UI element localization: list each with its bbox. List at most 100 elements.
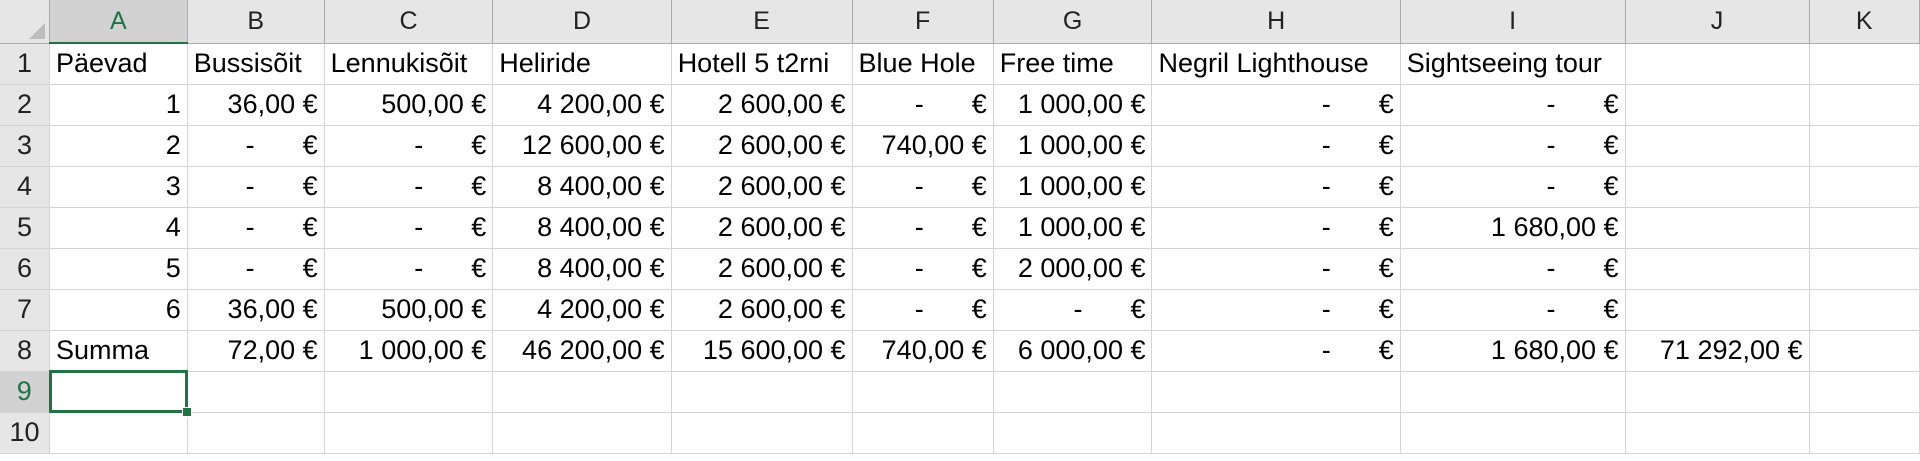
cell-f7[interactable]: - € (852, 289, 994, 331)
cell-c9[interactable] (324, 371, 494, 413)
cell-d5[interactable]: 8 400,00 € (492, 207, 672, 249)
cell-j5[interactable] (1625, 207, 1810, 249)
cell-g4[interactable]: 1 000,00 € (993, 166, 1153, 208)
cell-j6[interactable] (1625, 248, 1810, 290)
cell-i4[interactable]: - € (1400, 166, 1626, 208)
cell-h1[interactable]: Negril Lighthouse (1151, 43, 1401, 85)
cell-j2[interactable] (1625, 84, 1810, 126)
cell-h4[interactable]: - € (1151, 166, 1401, 208)
cell-e10[interactable] (671, 412, 853, 454)
cell-d2[interactable]: 4 200,00 € (492, 84, 672, 126)
cell-j8[interactable]: 71 292,00 € (1625, 330, 1810, 372)
cell-c1[interactable]: Lennukisõit (324, 43, 494, 85)
cell-f6[interactable]: - € (852, 248, 994, 290)
cell-k4[interactable] (1809, 166, 1920, 208)
column-header-j[interactable]: J (1625, 0, 1810, 44)
column-header-k[interactable]: K (1809, 0, 1920, 44)
cell-b6[interactable]: - € (187, 248, 325, 290)
cell-h6[interactable]: - € (1151, 248, 1401, 290)
column-header-a[interactable]: A (49, 0, 188, 44)
cell-c6[interactable]: - € (324, 248, 494, 290)
cell-f10[interactable] (852, 412, 994, 454)
row-header-5[interactable]: 5 (0, 207, 50, 249)
column-header-c[interactable]: C (324, 0, 494, 44)
cell-g2[interactable]: 1 000,00 € (993, 84, 1153, 126)
cell-g9[interactable] (993, 371, 1153, 413)
cell-j9[interactable] (1625, 371, 1810, 413)
cell-g1[interactable]: Free time (993, 43, 1153, 85)
row-header-6[interactable]: 6 (0, 248, 50, 290)
cell-f3[interactable]: 740,00 € (852, 125, 994, 167)
cell-h10[interactable] (1151, 412, 1401, 454)
row-header-7[interactable]: 7 (0, 289, 50, 331)
cell-g5[interactable]: 1 000,00 € (993, 207, 1153, 249)
cell-a5[interactable]: 4 (49, 207, 188, 249)
cell-b3[interactable]: - € (187, 125, 325, 167)
cell-a1[interactable]: Päevad (49, 43, 188, 85)
cell-b9[interactable] (187, 371, 325, 413)
cell-j3[interactable] (1625, 125, 1810, 167)
cell-c4[interactable]: - € (324, 166, 494, 208)
cell-h8[interactable]: - € (1151, 330, 1401, 372)
row-header-4[interactable]: 4 (0, 166, 50, 208)
cell-a8[interactable]: Summa (49, 330, 188, 372)
cell-c2[interactable]: 500,00 € (324, 84, 494, 126)
cell-h5[interactable]: - € (1151, 207, 1401, 249)
cell-i6[interactable]: - € (1400, 248, 1626, 290)
cell-b10[interactable] (187, 412, 325, 454)
cell-e2[interactable]: 2 600,00 € (671, 84, 853, 126)
row-header-2[interactable]: 2 (0, 84, 50, 126)
cell-d10[interactable] (492, 412, 672, 454)
cell-k7[interactable] (1809, 289, 1920, 331)
fill-handle[interactable] (181, 406, 192, 417)
cell-h9[interactable] (1151, 371, 1401, 413)
cell-j7[interactable] (1625, 289, 1810, 331)
cell-b4[interactable]: - € (187, 166, 325, 208)
cell-f2[interactable]: - € (852, 84, 994, 126)
cell-a10[interactable] (49, 412, 188, 454)
column-header-b[interactable]: B (187, 0, 325, 44)
cell-g3[interactable]: 1 000,00 € (993, 125, 1153, 167)
cell-j10[interactable] (1625, 412, 1810, 454)
cell-d9[interactable] (492, 371, 672, 413)
cell-i3[interactable]: - € (1400, 125, 1626, 167)
cell-e1[interactable]: Hotell 5 t2rni (671, 43, 853, 85)
cell-a7[interactable]: 6 (49, 289, 188, 331)
cell-c10[interactable] (324, 412, 494, 454)
row-header-3[interactable]: 3 (0, 125, 50, 167)
cell-k6[interactable] (1809, 248, 1920, 290)
cell-k3[interactable] (1809, 125, 1920, 167)
cell-i7[interactable]: - € (1400, 289, 1626, 331)
column-header-f[interactable]: F (852, 0, 994, 44)
cell-k9[interactable] (1809, 371, 1920, 413)
cell-h7[interactable]: - € (1151, 289, 1401, 331)
cell-c8[interactable]: 1 000,00 € (324, 330, 494, 372)
cell-k2[interactable] (1809, 84, 1920, 126)
cell-k5[interactable] (1809, 207, 1920, 249)
cell-c7[interactable]: 500,00 € (324, 289, 494, 331)
cell-b2[interactable]: 36,00 € (187, 84, 325, 126)
cell-k8[interactable] (1809, 330, 1920, 372)
cell-e8[interactable]: 15 600,00 € (671, 330, 853, 372)
cell-b7[interactable]: 36,00 € (187, 289, 325, 331)
cell-d4[interactable]: 8 400,00 € (492, 166, 672, 208)
cell-d7[interactable]: 4 200,00 € (492, 289, 672, 331)
column-header-i[interactable]: I (1400, 0, 1626, 44)
cell-d8[interactable]: 46 200,00 € (492, 330, 672, 372)
column-header-d[interactable]: D (492, 0, 672, 44)
cell-d6[interactable]: 8 400,00 € (492, 248, 672, 290)
cell-b1[interactable]: Bussisõit (187, 43, 325, 85)
cell-a2[interactable]: 1 (49, 84, 188, 126)
cell-b8[interactable]: 72,00 € (187, 330, 325, 372)
cell-f5[interactable]: - € (852, 207, 994, 249)
cell-i1[interactable]: Sightseeing tour (1400, 43, 1626, 85)
cell-d3[interactable]: 12 600,00 € (492, 125, 672, 167)
active-cell-a9[interactable] (48, 370, 192, 417)
cell-g10[interactable] (993, 412, 1153, 454)
row-header-8[interactable]: 8 (0, 330, 50, 372)
cell-d1[interactable]: Heliride (492, 43, 672, 85)
cell-i8[interactable]: 1 680,00 € (1400, 330, 1626, 372)
cell-f1[interactable]: Blue Hole (852, 43, 994, 85)
cell-g7[interactable]: - € (993, 289, 1153, 331)
cell-a4[interactable]: 3 (49, 166, 188, 208)
